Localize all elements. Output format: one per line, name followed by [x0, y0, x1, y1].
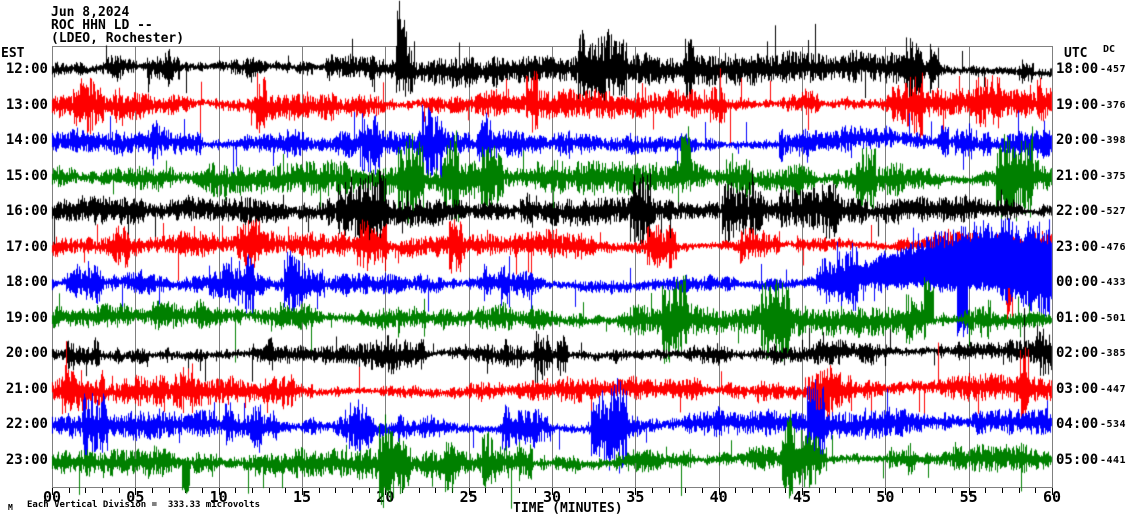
- logo-mark: M: [8, 503, 13, 512]
- x-axis-title: TIME (MINUTES): [513, 501, 623, 516]
- scale-note: Each Vertical Division = 333.33 microvol…: [27, 500, 260, 510]
